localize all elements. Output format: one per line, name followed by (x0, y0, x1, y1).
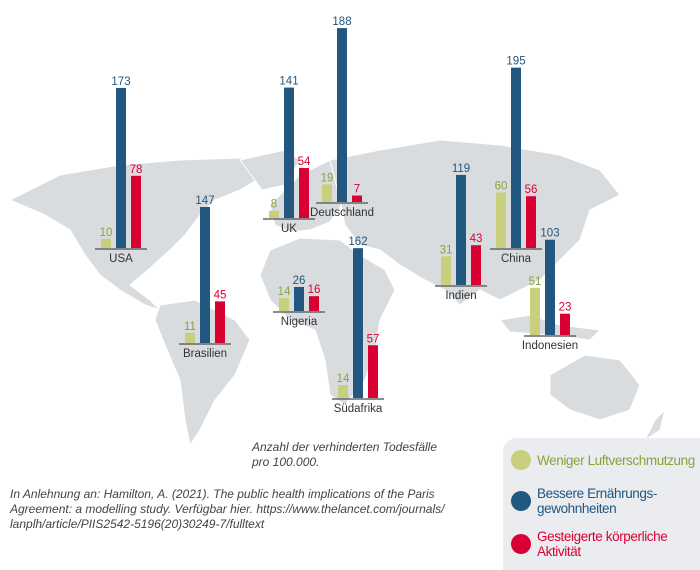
value-label-suedafrika-diet: 162 (348, 236, 367, 248)
bar-deutschland-activity (352, 195, 362, 202)
legend-label-activity: Gesteigerte körperliche Aktivität (537, 529, 668, 559)
bar-uk-diet (284, 87, 294, 218)
country-label-suedafrika: Südafrika (334, 403, 383, 415)
unit-note: Anzahl der verhinderten Todesfälle pro 1… (252, 440, 437, 470)
value-label-indien-air: 31 (440, 244, 453, 256)
bar-brasilien-air (185, 332, 195, 343)
bar-deutschland-air (322, 184, 332, 202)
bar-uk-air (269, 210, 279, 218)
bar-usa-diet (116, 87, 126, 248)
value-label-indien-activity: 43 (470, 233, 483, 245)
legend-label-activity-line-1: Gesteigerte körperliche (537, 529, 668, 544)
legend-dot-air (511, 450, 531, 470)
legend-label-diet-line-1: Bessere Ernährungs- (537, 486, 657, 501)
country-label-deutschland: Deutschland (310, 207, 374, 219)
bar-china-diet (511, 67, 521, 248)
legend-dot-diet (511, 491, 531, 511)
citation-line-3: lanplh/article/PIIS2542-5196(20)30249-7/… (10, 517, 265, 531)
value-label-suedafrika-air: 14 (337, 373, 350, 385)
country-label-china: China (501, 253, 532, 265)
citation: In Anlehnung an: Hamilton, A. (2021). Th… (10, 487, 444, 532)
value-label-china-diet: 195 (506, 56, 525, 68)
value-label-usa-activity: 78 (130, 164, 143, 176)
value-label-deutschland-activity: 7 (354, 184, 360, 196)
bar-suedafrika-activity (368, 345, 378, 398)
bar-nigeria-diet (294, 286, 304, 311)
legend-label-diet-line-2: gewohnheiten (537, 501, 617, 516)
country-label-indonesien: Indonesien (522, 340, 578, 352)
bar-usa-activity (131, 175, 141, 248)
bar-indien-activity (471, 245, 481, 285)
legend-label-activity-line-2: Aktivität (537, 544, 581, 559)
value-label-suedafrika-activity: 57 (367, 333, 380, 345)
citation-line-1: In Anlehnung an: Hamilton, A. (2021). Th… (10, 487, 435, 501)
new-zealand-shape (643, 408, 666, 442)
country-label-indien: Indien (445, 290, 476, 302)
value-label-indonesien-diet: 103 (540, 228, 559, 240)
country-label-usa: USA (109, 253, 133, 265)
country-label-uk: UK (281, 223, 297, 235)
value-label-nigeria-diet: 26 (293, 275, 306, 287)
unit-note-line-2: pro 100.000. (252, 455, 320, 469)
value-label-brasilien-activity: 45 (214, 289, 227, 301)
unit-note-line-1: Anzahl der verhinderten Todesfälle (252, 440, 438, 454)
bar-suedafrika-air (338, 385, 348, 398)
legend-item-air: Weniger Luftverschmutzung (511, 450, 695, 470)
bar-usa-air (101, 238, 111, 248)
value-label-usa-diet: 173 (111, 76, 130, 88)
bar-suedafrika-diet (353, 248, 363, 398)
value-label-china-activity: 56 (525, 184, 538, 196)
australia-shape (549, 354, 641, 421)
bar-indien-air (441, 256, 451, 285)
legend-label-diet: Bessere Ernährungs- gewohnheiten (537, 486, 657, 516)
bar-nigeria-air (279, 298, 289, 311)
bar-china-activity (526, 196, 536, 248)
value-label-indien-diet: 119 (452, 163, 470, 175)
value-label-uk-activity: 54 (298, 156, 311, 168)
value-label-nigeria-activity: 16 (308, 284, 321, 296)
bar-uk-activity (299, 168, 309, 218)
value-label-nigeria-air: 14 (278, 286, 291, 298)
value-label-usa-air: 10 (100, 227, 113, 239)
legend-item-diet: Bessere Ernährungs- gewohnheiten (511, 486, 657, 516)
legend-item-activity: Gesteigerte körperliche Aktivität (511, 529, 668, 559)
legend: Weniger Luftverschmutzung Bessere Ernähr… (503, 438, 700, 570)
bar-deutschland-diet (337, 28, 347, 202)
legend-dot-activity (511, 534, 531, 554)
bar-indonesien-diet (545, 239, 555, 335)
south-america-shape (154, 299, 251, 447)
bar-nigeria-activity (309, 296, 319, 311)
value-label-indonesien-air: 51 (529, 276, 542, 288)
bar-brasilien-diet (200, 207, 210, 343)
country-label-brasilien: Brasilien (183, 348, 227, 360)
bar-indonesien-air (530, 287, 540, 335)
bar-brasilien-activity (215, 301, 225, 343)
bar-china-air (496, 192, 506, 248)
value-label-brasilien-diet: 147 (195, 195, 214, 207)
value-label-china-air: 60 (495, 181, 508, 193)
citation-line-2: Agreement: a modelling study. Verfügbar … (10, 502, 445, 516)
value-label-uk-diet: 141 (279, 76, 298, 88)
value-label-deutschland-diet: 188 (332, 16, 351, 28)
bar-indien-diet (456, 174, 466, 285)
value-label-deutschland-air: 19 (321, 172, 334, 184)
bar-indonesien-activity (560, 313, 570, 335)
value-label-brasilien-air: 11 (184, 321, 196, 333)
legend-label-air: Weniger Luftverschmutzung (537, 452, 695, 468)
value-label-indonesien-activity: 23 (559, 302, 572, 314)
value-label-uk-air: 8 (271, 199, 277, 211)
country-label-nigeria: Nigeria (281, 316, 318, 328)
